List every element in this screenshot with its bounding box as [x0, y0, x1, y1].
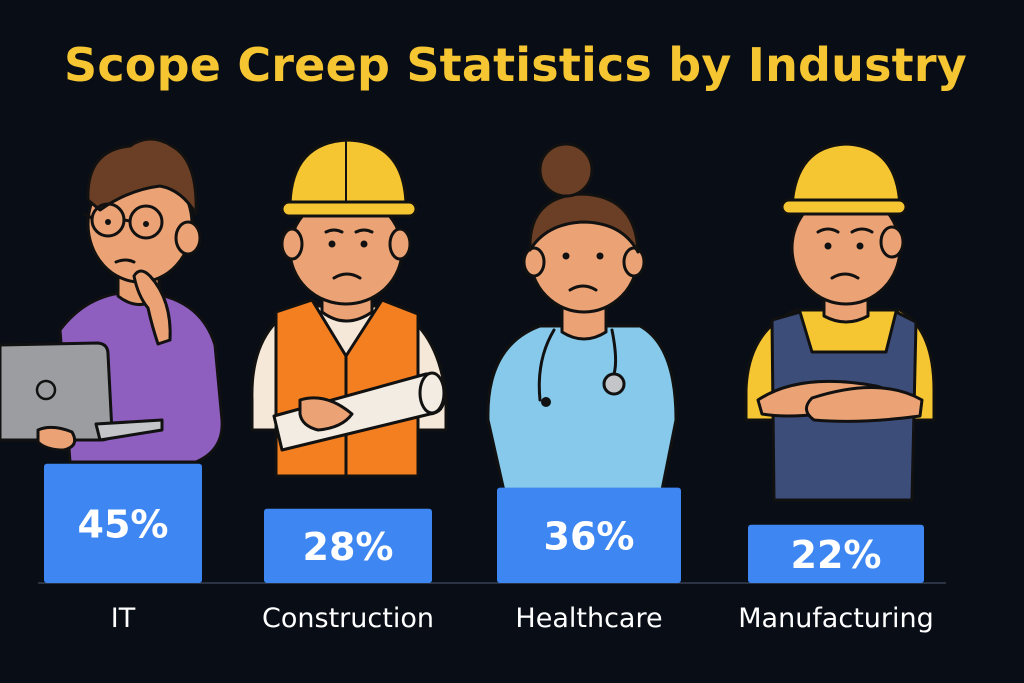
factory-worker-arms-crossed-icon — [744, 142, 936, 502]
chart-title: Scope Creep Statistics by Industry — [64, 38, 967, 92]
category-label-manufacturing: Manufacturing — [738, 603, 934, 634]
category-label-it: IT — [111, 603, 136, 634]
bar-manufacturing — [748, 524, 924, 583]
category-label-healthcare: Healthcare — [515, 603, 662, 634]
bar-healthcare — [497, 487, 681, 583]
category-label-construction: Construction — [262, 603, 434, 634]
value-label-construction: 28% — [303, 525, 394, 569]
value-label-healthcare: 36% — [544, 514, 635, 558]
bars-group: 45% IT 28% Construction 36% Healthcare 22% Manu… — [44, 463, 934, 634]
construction-worker-with-blueprints-icon — [250, 138, 448, 478]
nurse-with-stethoscope-icon — [486, 142, 678, 502]
bar-construction — [264, 508, 432, 583]
value-label-manufacturing: 22% — [791, 533, 882, 577]
value-label-it: 45% — [78, 502, 169, 546]
bar-it — [44, 463, 202, 583]
it-worker-with-laptop-icon — [0, 137, 224, 464]
